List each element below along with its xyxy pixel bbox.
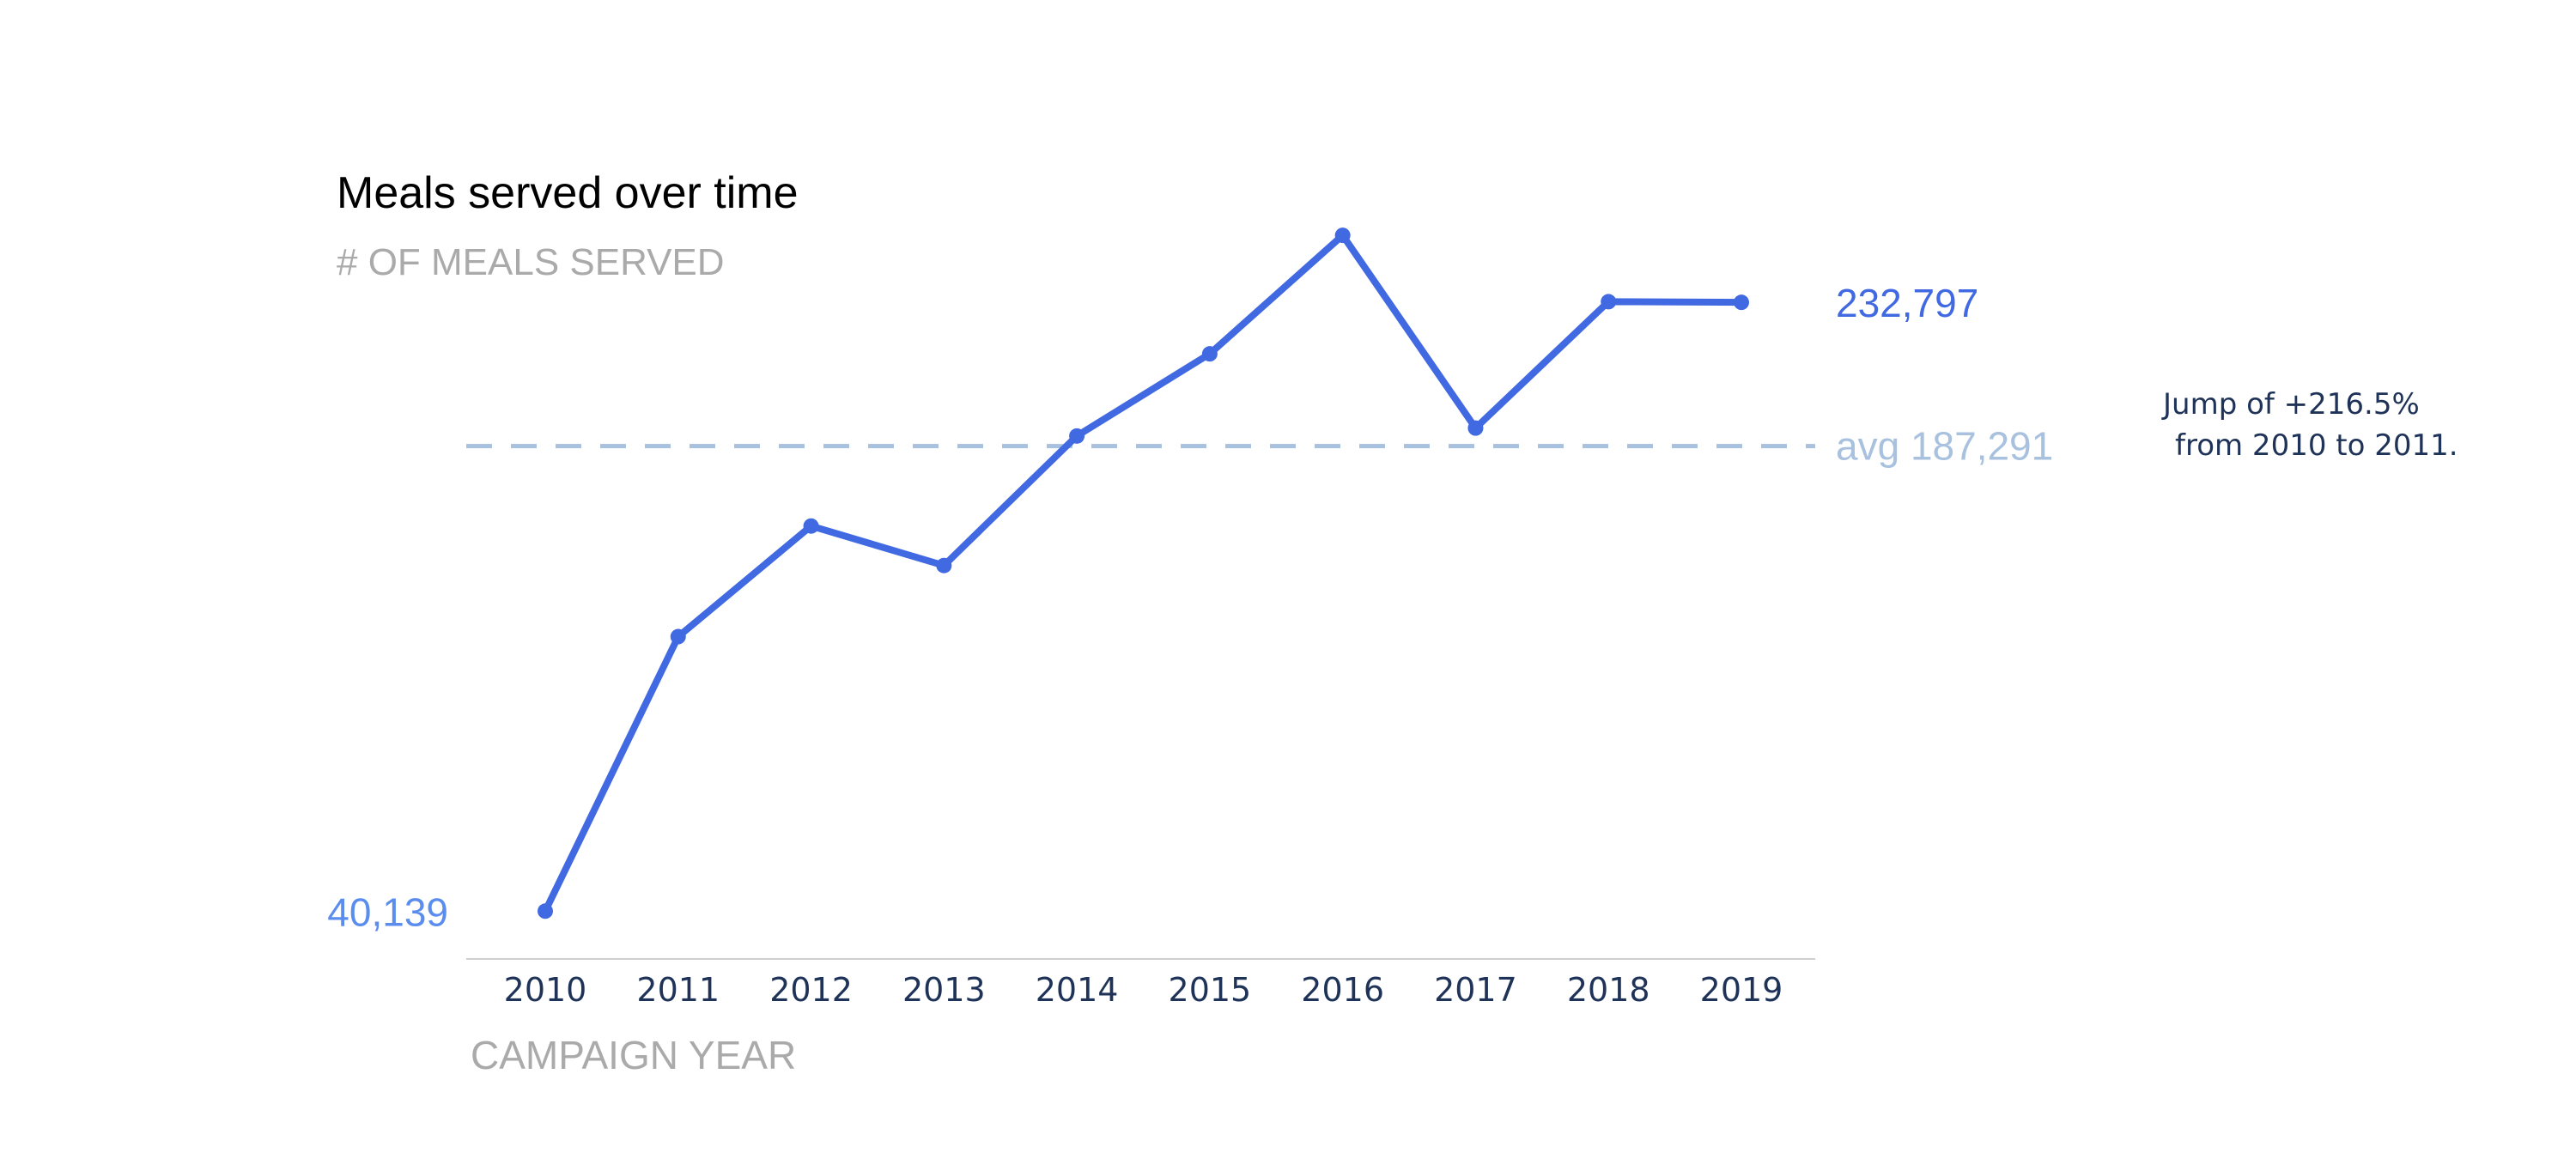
x-tick-label: 2016 bbox=[1301, 971, 1384, 1009]
data-point bbox=[1601, 294, 1617, 310]
first-value-label: 40,139 bbox=[327, 889, 448, 934]
data-point bbox=[1467, 420, 1484, 436]
x-tick-label: 2017 bbox=[1434, 971, 1517, 1009]
data-point bbox=[538, 903, 553, 919]
y-axis-subtitle: # OF MEALS SERVED bbox=[337, 241, 725, 283]
data-point bbox=[936, 557, 952, 573]
chart-title: Meals served over time bbox=[337, 168, 799, 218]
annotation-line-2: from 2010 to 2011. bbox=[2175, 428, 2458, 463]
x-tick-label: 2013 bbox=[902, 971, 986, 1009]
data-point bbox=[1334, 228, 1351, 244]
x-tick-label: 2011 bbox=[636, 971, 720, 1009]
last-value-label: 232,797 bbox=[1836, 281, 1978, 325]
x-tick-label: 2014 bbox=[1036, 971, 1119, 1009]
x-axis-title: CAMPAIGN YEAR bbox=[471, 1033, 796, 1077]
data-point bbox=[1201, 346, 1218, 362]
average-label: avg 187,291 bbox=[1836, 424, 2053, 469]
x-tick-label: 2015 bbox=[1169, 971, 1252, 1009]
x-tick-label: 2018 bbox=[1567, 971, 1650, 1009]
x-tick-labels: 2010 2011 2012 2013 2014 2015 2016 2017 2018 2019 bbox=[504, 971, 1783, 1009]
data-point bbox=[1069, 428, 1085, 444]
data-point bbox=[1734, 294, 1749, 311]
average-layer: avg 187,291 bbox=[466, 424, 2053, 469]
series-line bbox=[542, 232, 1745, 915]
data-point bbox=[803, 518, 819, 534]
x-tick-label: 2012 bbox=[769, 971, 853, 1009]
x-tick-label: 2019 bbox=[1700, 971, 1783, 1009]
data-point bbox=[670, 628, 686, 645]
annotation-line-1: Jump of +216.5% bbox=[2161, 387, 2420, 422]
series-layer bbox=[538, 228, 1749, 919]
x-tick-label: 2010 bbox=[504, 971, 587, 1009]
